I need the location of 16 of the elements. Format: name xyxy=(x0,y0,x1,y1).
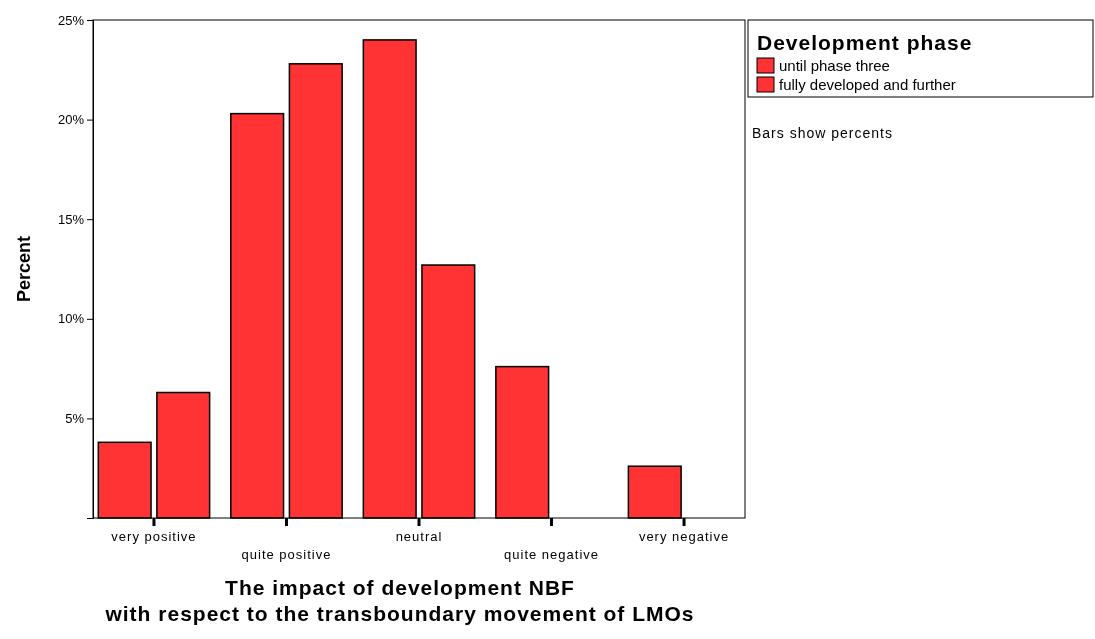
y-tick-label: 10% xyxy=(57,311,85,327)
x-axis-title: The impact of development NBF with respect to the transboundary movement of LMOs xyxy=(104,576,695,625)
y-tick-label: 20% xyxy=(57,112,85,128)
y-tick-label: 15% xyxy=(57,211,85,227)
legend-label: until phase three xyxy=(779,57,890,74)
text: Bars show percents xyxy=(752,125,893,141)
y-tick-label: 5% xyxy=(65,411,85,427)
x-tick-label: neutral xyxy=(395,528,443,544)
x-tick-label: quite positive xyxy=(241,546,332,562)
y-axis-title: Percent xyxy=(14,235,34,303)
x-tick-label: very positive xyxy=(111,528,197,544)
y-tick-label: 25% xyxy=(57,12,85,28)
x-tick-label: very negative xyxy=(638,528,730,544)
legend-title: Development phase xyxy=(757,31,973,54)
x-tick-label: quite negative xyxy=(504,546,599,562)
legend-label: fully developed and further xyxy=(779,76,956,93)
